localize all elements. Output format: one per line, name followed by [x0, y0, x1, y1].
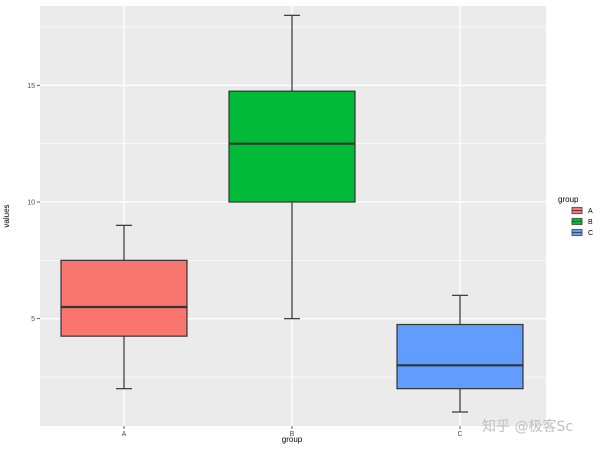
x-axis: A B C [122, 426, 463, 438]
legend-label: B [588, 219, 593, 226]
y-tick-label: 10 [27, 200, 35, 207]
legend-item-C: C [571, 228, 593, 237]
x-tick-label: C [457, 431, 462, 438]
x-tick-label: B [290, 431, 295, 438]
x-axis-title: group [282, 435, 303, 444]
box-body [228, 90, 356, 203]
box-series [60, 14, 524, 413]
box-C [396, 294, 524, 413]
y-axis: 5 10 15 [27, 83, 40, 323]
legend-item-B: B [571, 217, 593, 226]
box-body [396, 323, 524, 390]
legend-item-A: A [571, 206, 593, 215]
y-tick-label: 5 [31, 316, 35, 323]
y-axis-title: values [2, 204, 11, 227]
legend: group ABC [558, 195, 593, 237]
y-tick-label: 15 [27, 83, 35, 90]
x-tick-label: A [122, 431, 127, 438]
legend-label: A [588, 208, 593, 215]
box-body [60, 259, 188, 337]
legend-title: group [558, 195, 579, 204]
watermark-logo: 知乎 @极客Sc [482, 418, 573, 435]
legend-label: C [588, 230, 593, 237]
box-A [60, 224, 188, 390]
box-B [228, 14, 356, 320]
